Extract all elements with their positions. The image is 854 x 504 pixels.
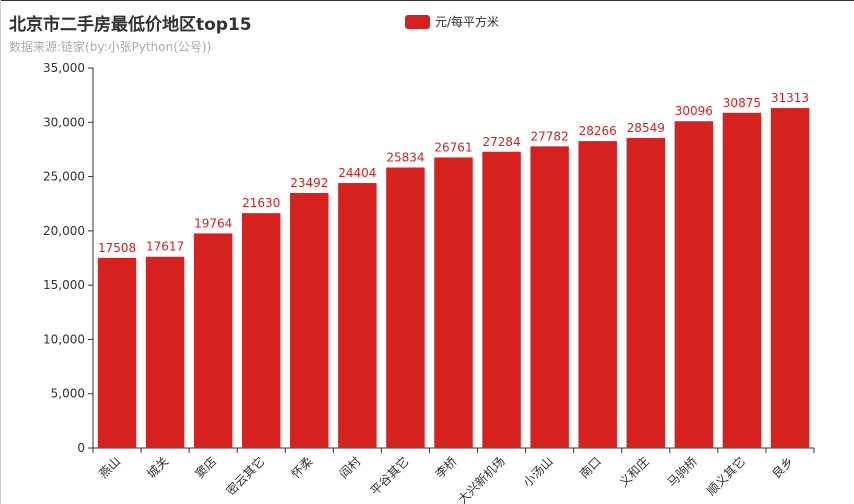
y-tick-label: 15,000 [43, 278, 85, 292]
bar-value-label: 24404 [338, 166, 376, 180]
bar [290, 192, 329, 448]
x-category-label: 小汤山 [520, 454, 555, 489]
y-tick-label: 0 [77, 441, 85, 455]
bar [722, 112, 762, 449]
x-category-label: 大兴新机场 [455, 454, 508, 504]
x-category-label: 阎村 [337, 454, 364, 481]
legend-swatch [405, 14, 430, 29]
bar [145, 256, 185, 448]
bar [674, 121, 714, 448]
x-category-label: 窦店 [192, 454, 219, 481]
y-tick-label: 25,000 [43, 170, 85, 184]
bar-value-label: 30096 [675, 104, 713, 118]
bar [97, 257, 137, 448]
bar [482, 151, 521, 448]
bar-value-label: 17508 [98, 241, 136, 255]
x-category-label: 平谷其它 [367, 454, 412, 499]
x-category-label: 良乡 [768, 454, 796, 482]
bar-value-label: 26761 [434, 140, 472, 154]
x-category-label: 义和庄 [616, 454, 652, 490]
bar [434, 157, 473, 448]
bar-value-label: 30875 [723, 96, 761, 110]
bar-value-label: 19764 [194, 216, 232, 230]
x-category-label: 密云其它 [223, 454, 268, 499]
x-category-label: 燕山 [96, 454, 123, 481]
x-category-label: 南口 [576, 454, 604, 482]
chart-subtitle: 数据来源:链家(by:小张Python(公号)) [9, 40, 212, 54]
bar [770, 108, 810, 449]
y-tick-label: 20,000 [43, 224, 85, 238]
chart-title: 北京市二手房最低价地区top15 [9, 15, 252, 35]
bar [386, 167, 425, 448]
x-category-label: 马驹桥 [664, 454, 700, 490]
bar-value-label: 27782 [531, 129, 569, 143]
bar-value-label: 28266 [579, 124, 617, 138]
bar [242, 213, 281, 448]
y-tick-label: 30,000 [43, 115, 85, 129]
x-category-label: 城关 [144, 454, 171, 481]
y-tick-label: 10,000 [43, 332, 85, 346]
x-category-label: 李桥 [432, 454, 460, 482]
bar-value-label: 17617 [146, 240, 184, 254]
bar-value-label: 28549 [627, 121, 665, 135]
bar-value-label: 21630 [242, 196, 280, 210]
y-tick-label: 5,000 [51, 387, 85, 401]
bar-value-label: 31313 [771, 91, 809, 105]
bar-value-label: 25834 [386, 151, 424, 165]
x-category-label: 顺义其它 [703, 454, 748, 499]
bar-value-label: 27284 [482, 135, 520, 149]
bar [193, 233, 233, 448]
legend[interactable]: 元/每平方米 [405, 13, 499, 30]
bar [626, 138, 665, 448]
left-border [0, 0, 1, 504]
bar [578, 141, 617, 448]
bar [338, 183, 377, 448]
bar-value-label: 23492 [290, 176, 328, 190]
x-category-label: 怀柔 [289, 454, 316, 481]
bar [530, 146, 569, 448]
y-tick-label: 35,000 [43, 61, 85, 75]
legend-label: 元/每平方米 [435, 15, 500, 29]
top-border [0, 0, 854, 1]
